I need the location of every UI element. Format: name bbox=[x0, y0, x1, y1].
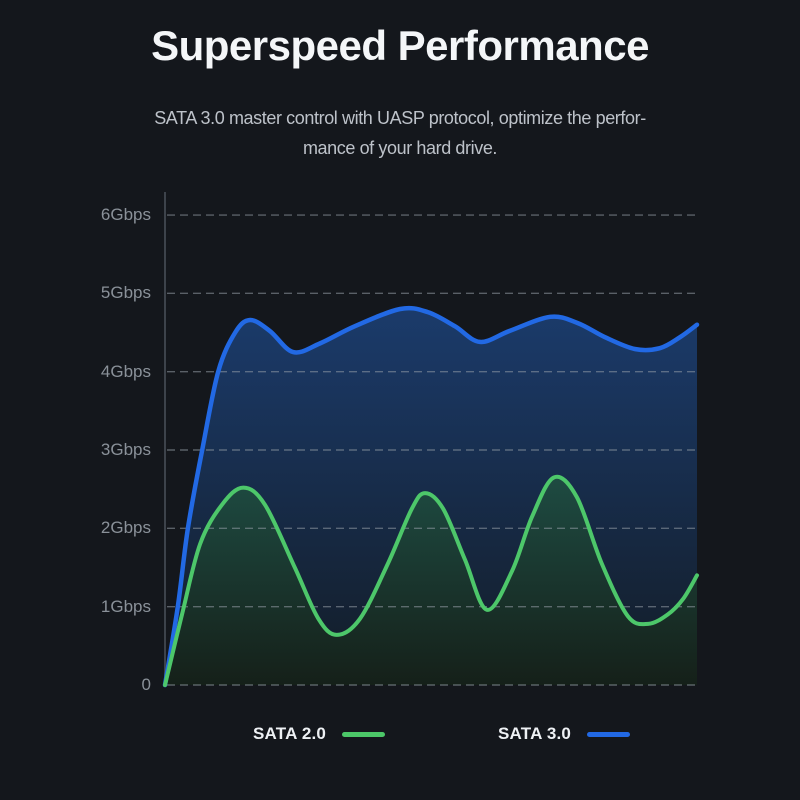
legend-swatch bbox=[342, 731, 386, 737]
page-subtitle: SATA 3.0 master control with UASP protoc… bbox=[0, 103, 800, 163]
subtitle-line-2: mance of your hard drive. bbox=[302, 138, 498, 158]
legend-label: SATA 2.0 bbox=[253, 724, 327, 743]
y-axis-label-0: 0 bbox=[141, 675, 151, 694]
legend-label: SATA 3.0 bbox=[498, 724, 572, 743]
sata-2-0-line bbox=[163, 474, 699, 687]
subtitle-line-1: SATA 3.0 master control with UASP protoc… bbox=[154, 108, 646, 128]
y-axis-label-4gbps: 4Gbps bbox=[100, 361, 151, 381]
gridlines bbox=[167, 214, 696, 686]
y-axis-label-6gbps: 6Gbps bbox=[100, 205, 151, 225]
y-axis-label-5gbps: 5Gbps bbox=[100, 283, 151, 303]
page-title: Superspeed Performance bbox=[151, 22, 649, 69]
legend-swatch bbox=[587, 731, 631, 737]
y-axis-label-1gbps: 1Gbps bbox=[100, 596, 151, 616]
legend-item-sata-3-0: SATA 3.0 bbox=[498, 722, 631, 746]
y-axis-label-3gbps: 3Gbps bbox=[100, 440, 151, 459]
legend-item-sata-2-0: SATA 2.0 bbox=[253, 722, 386, 746]
y-axis-label-2gbps: 2Gbps bbox=[100, 518, 151, 538]
sata-3-0-line bbox=[162, 305, 700, 688]
